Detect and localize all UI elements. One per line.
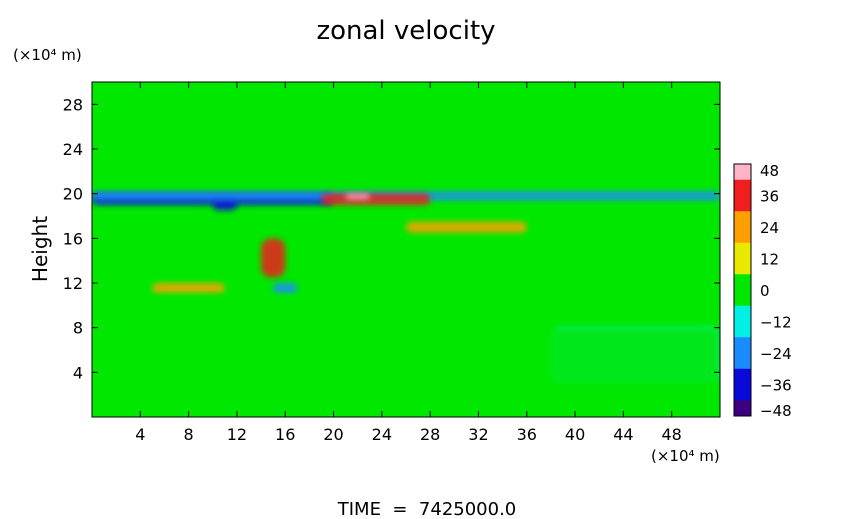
x-tick-label: 36 (517, 425, 537, 444)
x-tick-label: 28 (420, 425, 440, 444)
colorbar-segment (734, 211, 751, 217)
heatmap-layer (92, 191, 720, 417)
heatmap-feature (92, 294, 720, 306)
colorbar-segment (734, 400, 751, 406)
colorbar-segment (734, 295, 751, 301)
heatmap-feature (92, 327, 720, 417)
colorbar-segment (734, 279, 751, 286)
chart-title: zonal velocity (316, 16, 495, 46)
colorbar-segment (734, 332, 751, 338)
heatmap-feature (321, 193, 431, 205)
colorbar-tick-label: 12 (760, 251, 779, 269)
colorbar-segment (734, 274, 751, 280)
colorbar-segment (734, 321, 751, 328)
colorbar-segment (734, 179, 751, 186)
colorbar-segment (734, 374, 751, 380)
colorbar-segment (734, 311, 751, 317)
x-unit-label: (×10⁴ m) (651, 447, 720, 465)
colorbar-segment (734, 379, 751, 385)
x-tick-label: 20 (323, 425, 343, 444)
colorbar-tick-label: 36 (760, 188, 779, 206)
x-tick-label: 40 (565, 425, 585, 444)
x-tick-label: 48 (662, 425, 682, 444)
colorbar-segment (734, 347, 751, 354)
colorbar-tick-label: 48 (760, 162, 779, 180)
colorbar-frame (733, 163, 752, 417)
colorbar-tick-label: −36 (760, 377, 792, 395)
colorbar-tick-label: 0 (760, 282, 770, 300)
colorbar-segment (734, 410, 751, 417)
x-axis-ticks: 4 8 12 16 20 24 28 32 36 40 44 48 (135, 82, 682, 444)
colorbar-segment (734, 358, 751, 364)
colorbar-segment (734, 258, 751, 265)
colorbar-segment (734, 290, 751, 296)
colorbar-segment (734, 389, 751, 396)
heatmap-feature (212, 199, 237, 211)
y-tick-label: 12 (63, 274, 83, 293)
colorbar-segment (734, 174, 751, 181)
heatmap-feature (273, 283, 298, 295)
heatmap-feature (261, 238, 286, 278)
colorbar-tick-label: −12 (760, 314, 792, 332)
colorbar-segment (734, 216, 751, 223)
x-tick-label: 4 (135, 425, 145, 444)
y-tick-label: 16 (63, 229, 83, 248)
colorbar-segment (734, 305, 751, 312)
colorbar-segment (734, 195, 751, 202)
time-label: TIME = 7425000.0 (337, 499, 517, 519)
colorbar-segment (734, 405, 751, 412)
colorbar-segment (734, 242, 751, 249)
colorbar-segment (734, 395, 751, 401)
colorbar-segment (734, 368, 751, 375)
y-axis-ticks: 4 8 12 16 20 24 28 (63, 95, 720, 382)
plot-frame (91, 81, 721, 418)
x-tick-label: 16 (275, 425, 295, 444)
colorbar-tick-label: −24 (760, 345, 792, 363)
colorbar-segment (734, 284, 751, 291)
y-unit-label: (×10⁴ m) (13, 46, 82, 64)
colorbar-segment (734, 164, 751, 170)
y-tick-label: 28 (63, 95, 83, 114)
colorbar-segment (734, 384, 751, 391)
colorbar-tick-label: −48 (760, 402, 792, 420)
y-axis-label: Height (28, 216, 52, 282)
colorbar-segment (734, 227, 751, 233)
colorbar-segment (734, 269, 751, 275)
y-tick-label: 4 (73, 363, 83, 382)
y-tick-label: 8 (73, 319, 83, 338)
colorbar-segment (734, 232, 751, 238)
y-tick-label: 20 (63, 185, 83, 204)
colorbar-segment (734, 263, 751, 270)
colorbar-segment (734, 316, 751, 322)
heatmap-feature (406, 221, 527, 233)
x-tick-label: 8 (184, 425, 194, 444)
heatmap-feature (152, 283, 225, 295)
colorbar-segment (734, 300, 751, 307)
colorbar-segment (734, 169, 751, 175)
colorbar-segment (734, 326, 751, 333)
heatmap-feature (345, 193, 370, 200)
colorbar-segment (734, 200, 751, 207)
colorbar-segment (734, 342, 751, 349)
x-tick-label: 24 (372, 425, 392, 444)
y-tick-label: 24 (63, 140, 83, 159)
x-tick-label: 32 (468, 425, 488, 444)
x-tick-label: 44 (613, 425, 633, 444)
colorbar-segment (734, 353, 751, 359)
x-tick-label: 12 (227, 425, 247, 444)
colorbar-segment (734, 253, 751, 259)
colorbar-segment (734, 237, 751, 244)
colorbar-segment (734, 337, 751, 343)
colorbar-segment (734, 185, 751, 191)
colorbar-segment (734, 206, 751, 212)
colorbar-segment (734, 363, 751, 370)
colorbar: 48 36 24 12 0 −12 −24 −36 −48 (733, 162, 792, 420)
colorbar-segment (734, 248, 751, 254)
colorbar-segment (734, 190, 751, 196)
colorbar-tick-label: 24 (760, 219, 779, 237)
colorbar-segment (734, 221, 751, 228)
